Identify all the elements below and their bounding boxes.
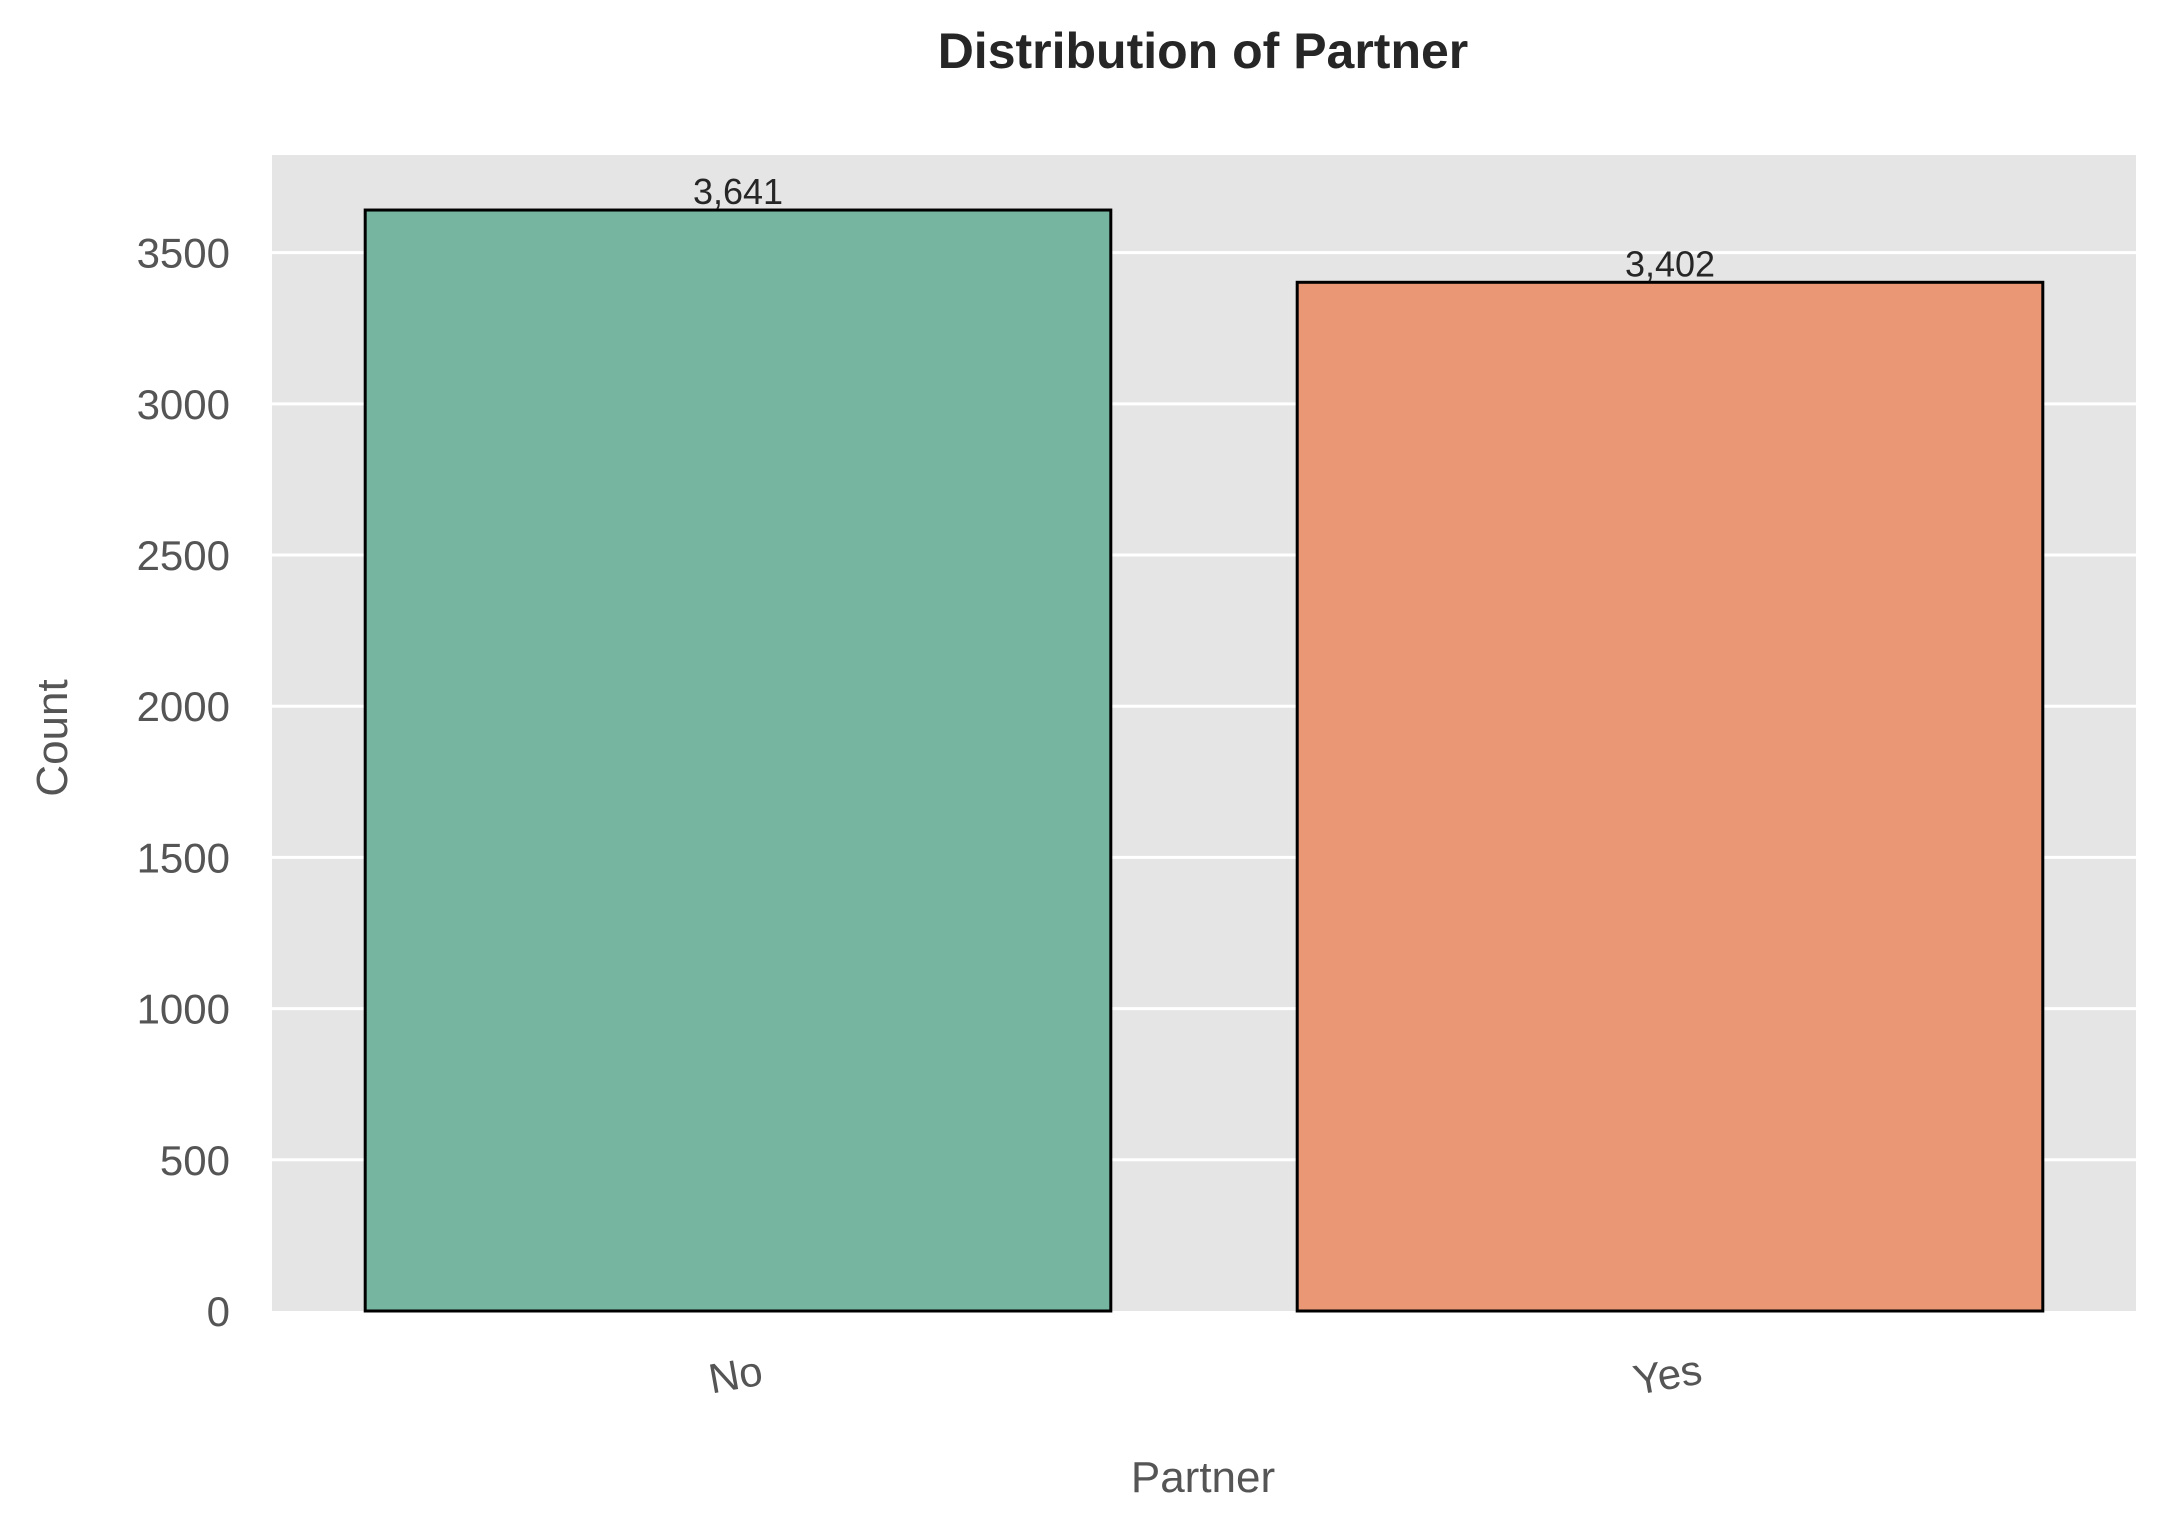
y-axis-ticks: 0 500 1000 1500 2000 2500 3000 3500 <box>137 230 230 1335</box>
bars <box>363 208 2045 1313</box>
y-tick-label: 2500 <box>137 532 230 579</box>
bar-no <box>363 208 1113 1313</box>
bar-yes <box>1295 280 2045 1313</box>
y-tick-label: 1500 <box>137 834 230 881</box>
y-tick-label: 1000 <box>137 986 230 1033</box>
y-tick-label: 3000 <box>137 381 230 428</box>
data-labels: 3,641 3,402 <box>693 171 1715 284</box>
y-axis-label: Count <box>28 679 77 796</box>
chart-title: Distribution of Partner <box>938 23 1469 79</box>
y-tick-label: 500 <box>160 1137 230 1184</box>
y-tick-label: 2000 <box>137 683 230 730</box>
x-axis-label: Partner <box>1131 1453 1275 1502</box>
data-label-yes: 3,402 <box>1625 243 1715 284</box>
y-tick-label: 3500 <box>137 230 230 277</box>
x-tick-label-yes: Yes <box>1630 1346 1706 1404</box>
data-label-no: 3,641 <box>693 171 783 212</box>
y-tick-label: 0 <box>207 1288 230 1335</box>
x-axis-ticks: No Yes <box>705 1346 1705 1404</box>
x-tick-label-no: No <box>705 1347 766 1403</box>
